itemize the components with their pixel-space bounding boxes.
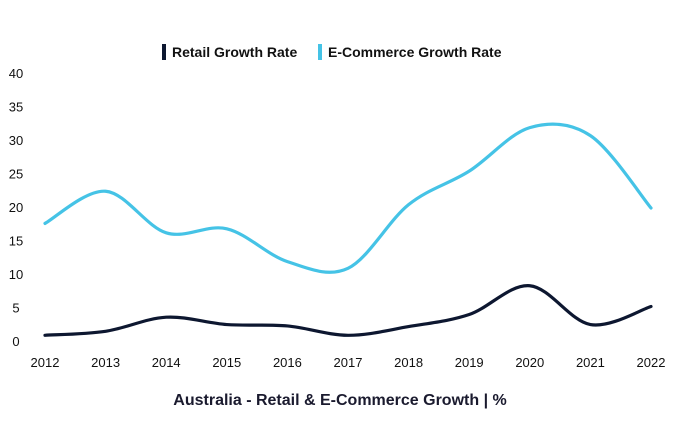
x-tick-label: 2015 bbox=[212, 355, 241, 370]
x-tick-label: 2022 bbox=[637, 355, 666, 370]
e-commerce-growth-rate-line bbox=[43, 122, 653, 274]
x-tick-label: 2019 bbox=[455, 355, 484, 370]
retail-growth-rate-legend-swatch bbox=[162, 44, 166, 60]
e-commerce-growth-rate-legend-swatch bbox=[318, 44, 322, 60]
retail-growth-rate-line bbox=[43, 284, 653, 337]
e-commerce-growth-rate-legend-label: E-Commerce Growth Rate bbox=[328, 44, 502, 60]
x-tick-label: 2014 bbox=[152, 355, 181, 370]
x-tick-label: 2020 bbox=[515, 355, 544, 370]
x-tick-label: 2021 bbox=[576, 355, 605, 370]
y-axis: 0 5 10 15 20 25 30 35 40 bbox=[9, 66, 23, 349]
y-tick-label: 40 bbox=[9, 66, 23, 81]
x-axis: 2012 2013 2014 2015 2016 2017 2018 2019 2020 2021… bbox=[31, 355, 666, 370]
y-tick-label: 25 bbox=[9, 167, 23, 182]
series-layer bbox=[43, 122, 653, 337]
x-tick-label: 2016 bbox=[273, 355, 302, 370]
x-tick-label: 2018 bbox=[394, 355, 423, 370]
y-tick-label: 0 bbox=[12, 334, 19, 349]
y-tick-label: 10 bbox=[9, 267, 23, 282]
y-tick-label: 35 bbox=[9, 100, 23, 115]
legend: Retail Growth Rate E-Commerce Growth Rate bbox=[162, 44, 502, 60]
chart-title: Australia - Retail & E-Commerce Growth |… bbox=[173, 392, 506, 409]
x-tick-label: 2012 bbox=[31, 355, 60, 370]
y-tick-label: 20 bbox=[9, 200, 23, 215]
x-tick-label: 2013 bbox=[91, 355, 120, 370]
x-tick-label: 2017 bbox=[334, 355, 363, 370]
y-tick-label: 30 bbox=[9, 133, 23, 148]
y-tick-label: 15 bbox=[9, 234, 23, 249]
retail-growth-rate-legend-label: Retail Growth Rate bbox=[172, 44, 297, 60]
y-tick-label: 5 bbox=[12, 301, 19, 316]
